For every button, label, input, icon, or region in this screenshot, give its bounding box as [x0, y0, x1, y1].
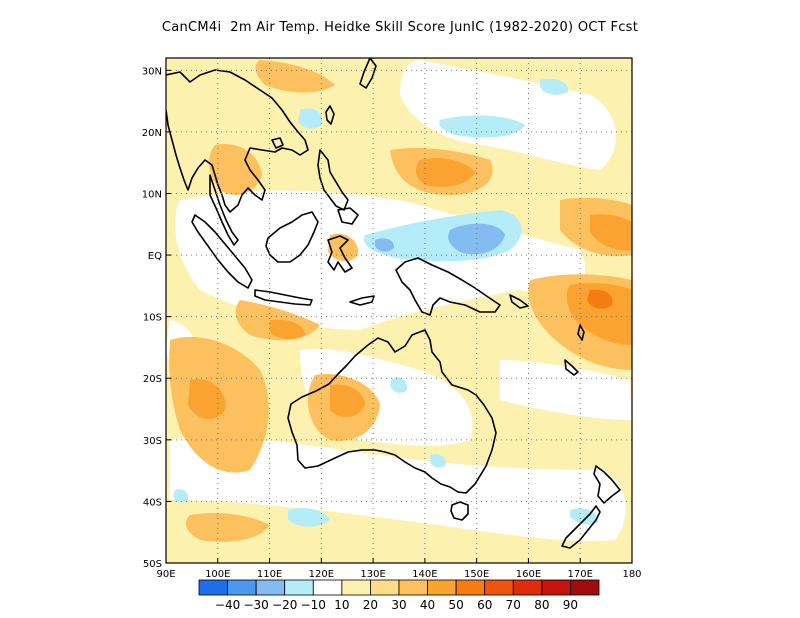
neutral-region [500, 360, 632, 420]
lon-tick-label: 160E [516, 569, 541, 580]
skill-score-field [166, 58, 632, 563]
strong-skill-region [566, 282, 632, 345]
coastline-mainland-asia [166, 69, 309, 213]
coastline-hainan [271, 137, 284, 149]
lat-tick-label: 10N [142, 189, 162, 200]
colorbar-swatch [227, 579, 257, 596]
colorbar-swatch [512, 579, 543, 596]
positive-skill-region [208, 144, 262, 195]
colorbar-label: −30 [243, 598, 268, 612]
colorbar-label: 80 [534, 598, 549, 612]
negative-skill-region [540, 78, 569, 95]
lat-tick-label: 30N [142, 66, 162, 77]
colorbar-label: 70 [506, 598, 521, 612]
colorbar-label: 60 [477, 598, 492, 612]
colorbar-label: 20 [363, 598, 378, 612]
lat-tick-label: 40S [143, 497, 162, 508]
coastline-japan [359, 58, 377, 89]
positive-skill-region [185, 513, 270, 542]
coastline-new-zealand-north [593, 465, 621, 504]
coastlines [166, 58, 621, 549]
coastline-new-zealand-south [561, 505, 601, 549]
negative-skill-region [288, 508, 330, 527]
strong-negative-skill-region [375, 238, 395, 252]
lon-tick-label: 170E [568, 569, 593, 580]
lat-tick-label: EQ [148, 251, 162, 262]
colorbar-swatch [255, 579, 286, 596]
map-title: CanCM4i 2m Air Temp. Heidke Skill Score … [161, 20, 639, 35]
strong-skill-region [590, 214, 632, 251]
graticule [166, 58, 632, 563]
colorbar-swatch [541, 579, 571, 596]
lat-tick-label: 50S [143, 559, 162, 570]
coastline-tasmania [450, 501, 469, 521]
lon-tick-label: 130E [360, 569, 385, 580]
colorbar-label: −10 [301, 598, 326, 612]
strong-skill-region [188, 379, 226, 420]
colorbar-swatch [570, 579, 600, 596]
negative-skill-region [173, 489, 189, 503]
latitude-axis: 30N 20N 10N EQ 10S 20S 30S 40S 50S [142, 66, 171, 570]
colorbar-label: −40 [215, 598, 240, 612]
colorbar-label: 10 [334, 598, 349, 612]
coastline-new-guinea [395, 257, 501, 316]
lat-tick-label: 20N [142, 128, 162, 139]
colorbar-swatch [484, 579, 514, 596]
colorbar-label: 40 [420, 598, 435, 612]
lon-tick-label: 120E [309, 569, 334, 580]
coastline-java [254, 289, 313, 306]
colorbar-labels: −40 −30 −20 −10 10 20 30 40 50 60 70 80 90 [215, 598, 578, 612]
coastline-sulawesi [327, 235, 353, 273]
coastline-australia [287, 329, 497, 494]
lon-tick-label: 90E [156, 569, 175, 580]
negative-skill-region [439, 115, 525, 138]
lon-tick-label: 110E [257, 569, 282, 580]
coastline-malay-peninsula [209, 174, 239, 246]
lat-tick-label: 30S [143, 436, 162, 447]
colorbar-label: 90 [563, 598, 578, 612]
lat-tick-label: 20S [143, 374, 162, 385]
negative-skill-region [390, 377, 408, 393]
lon-tick-label: 140E [412, 569, 437, 580]
colorbar-label: 30 [391, 598, 406, 612]
colorbar-swatch [455, 579, 486, 596]
colorbar-swatch [341, 579, 371, 596]
positive-skill-region [255, 60, 335, 93]
map-frame [165, 57, 633, 564]
colorbar-label: 50 [449, 598, 464, 612]
neutral-region [400, 60, 617, 170]
strong-skill-region [270, 319, 305, 340]
colorbar-label: −20 [272, 598, 297, 612]
colorbar-swatch [284, 579, 314, 596]
colorbar-swatch [427, 579, 457, 596]
lon-tick-label: 150E [464, 569, 489, 580]
lat-tick-label: 10S [143, 313, 162, 324]
colorbar-swatch [398, 579, 428, 596]
coastline-sumatra [191, 214, 253, 289]
lon-tick-label: 180 [622, 569, 641, 580]
positive-skill-region [328, 233, 359, 262]
coastline-philippines [317, 149, 349, 211]
colorbar [198, 579, 600, 596]
negative-skill-region [430, 454, 446, 468]
coastline-taiwan [325, 105, 335, 125]
very-strong-skill-region [587, 289, 613, 309]
coastline-borneo [265, 211, 319, 263]
coastline-vanuatu [577, 324, 585, 341]
coastline-mindanao [337, 207, 359, 225]
lon-tick-label: 100E [205, 569, 230, 580]
coastline-new-caledonia [564, 359, 579, 376]
colorbar-swatch [312, 579, 343, 596]
colorbar-swatch [370, 579, 400, 596]
colorbar-swatch [198, 579, 228, 596]
negative-skill-region [298, 108, 323, 129]
strong-skill-region [415, 158, 475, 187]
coastline-solomon-islands [509, 294, 529, 309]
neutral-region [170, 436, 626, 541]
longitude-axis: 90E 100E 110E 120E 130E 140E 150E 160E 170E 180 [156, 558, 642, 580]
strong-skill-region [330, 384, 365, 417]
